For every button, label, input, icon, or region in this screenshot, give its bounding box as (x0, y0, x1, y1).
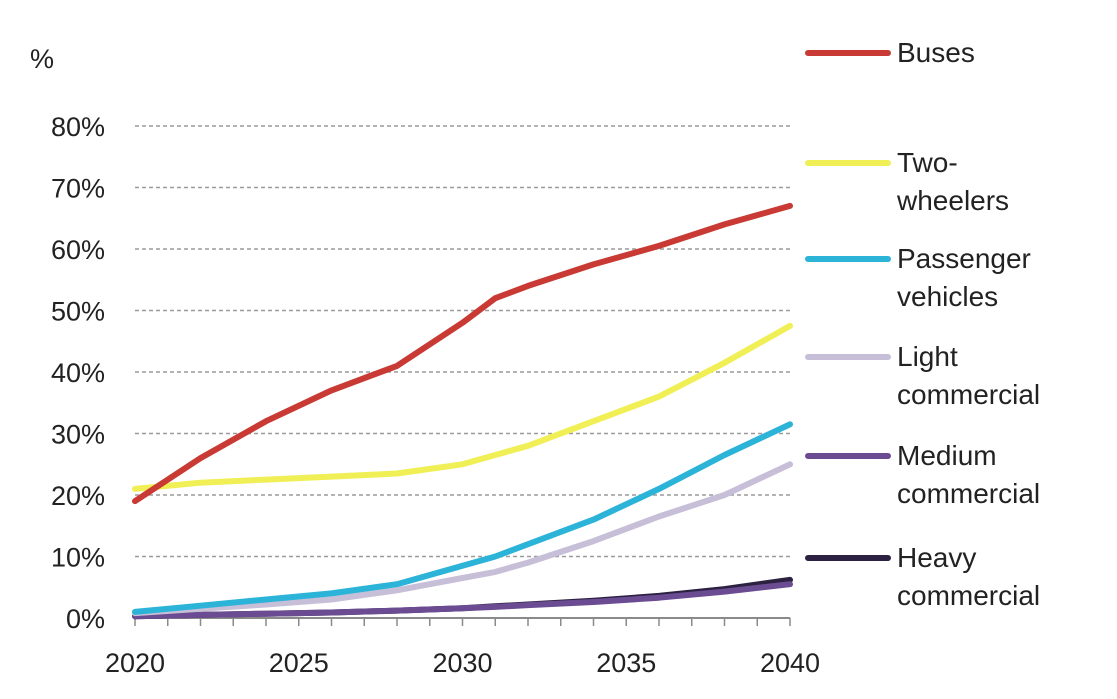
y-tick-label: 70% (51, 174, 105, 204)
y-tick-label: 40% (51, 358, 105, 388)
legend-label: commercial (897, 580, 1040, 611)
legend-label: Passenger (897, 243, 1031, 274)
y-tick-label: 20% (51, 481, 105, 511)
legend: Buses Two-wheelers Passenger vehicles Light c… (805, 37, 1040, 611)
legend-item: Heavy commercial (805, 542, 1040, 611)
series-line-buses (132, 202, 793, 505)
y-tick-label: 30% (51, 420, 105, 450)
gridlines (135, 125, 790, 558)
y-tick-label: 50% (51, 297, 105, 327)
legend-item: Light commercial (805, 341, 1040, 410)
legend-item: Passenger vehicles (805, 243, 1031, 312)
series-line-light-commercial (132, 461, 793, 617)
x-axis: 2020 2025 2030 2035 2040 (105, 617, 820, 678)
legend-label: commercial (897, 379, 1040, 410)
legend-label: vehicles (897, 281, 998, 312)
series-line-medium-commercial (132, 581, 793, 620)
legend-label: Light (897, 341, 958, 372)
x-tick-label: 2040 (760, 648, 820, 678)
series-lines (132, 202, 793, 620)
y-tick-label: 10% (51, 543, 105, 573)
legend-label: wheelers (896, 185, 1009, 216)
series-line-passenger-vehicles (132, 421, 793, 615)
legend-item: Buses (805, 37, 975, 68)
legend-label: Two- (897, 147, 958, 178)
legend-label: Buses (897, 37, 975, 68)
y-tick-label: 80% (51, 112, 105, 142)
legend-item: Medium commercial (805, 440, 1040, 509)
legend-label: Heavy (897, 542, 976, 573)
x-tick-label: 2030 (432, 648, 492, 678)
legend-label: commercial (897, 478, 1040, 509)
x-tick-label: 2025 (269, 648, 329, 678)
y-unit-label: % (30, 44, 54, 74)
y-axis-ticks: 0% 10% 20% 30% 40% 50% 60% 70% 80% (51, 112, 105, 634)
y-tick-label: 60% (51, 235, 105, 265)
x-tick-label: 2020 (105, 648, 165, 678)
legend-label: Medium (897, 440, 997, 471)
legend-item: Two-wheelers (805, 147, 1009, 216)
x-tick-label: 2035 (596, 648, 656, 678)
series-line-two-wheelers (132, 322, 793, 492)
y-tick-label: 0% (66, 604, 105, 634)
